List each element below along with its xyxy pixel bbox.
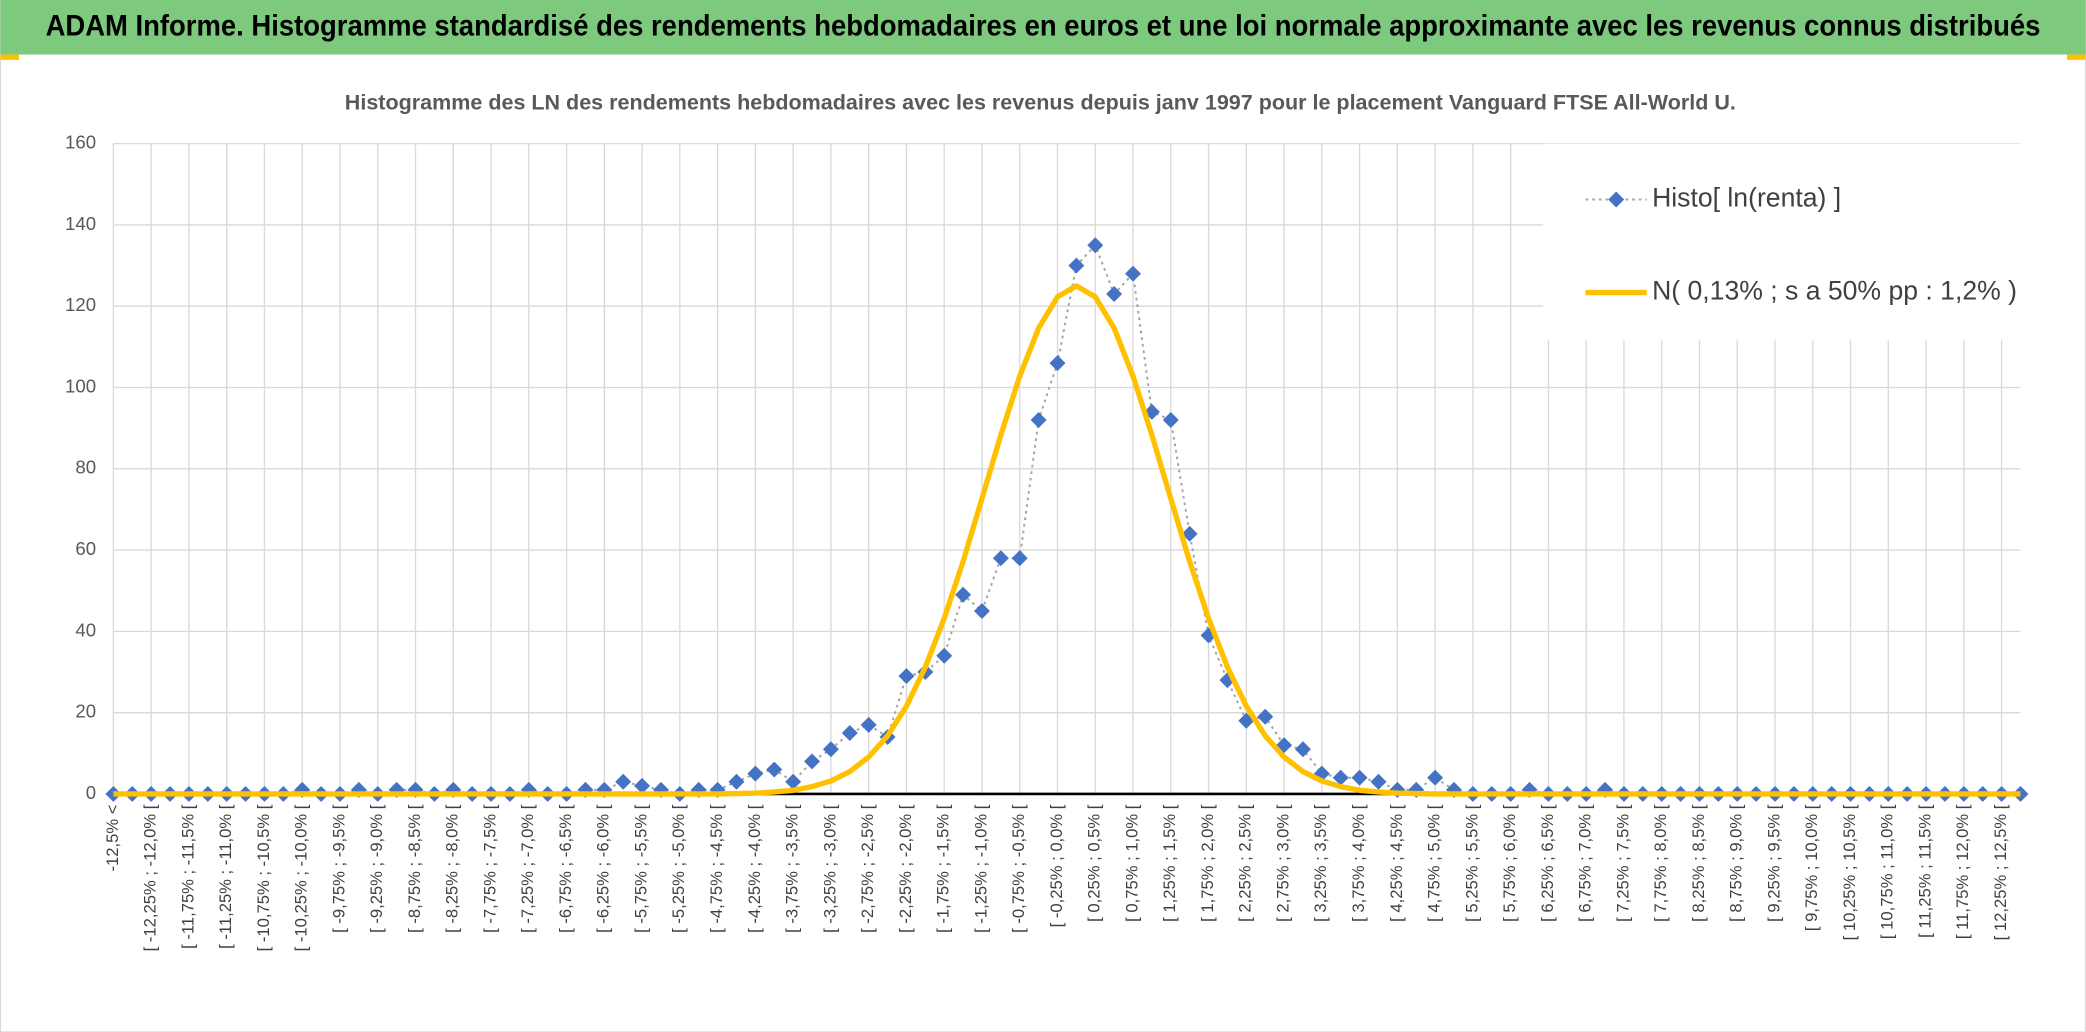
x-tick-label: [ -1,75% ; -1,5% [ <box>934 804 953 933</box>
x-tick-label: [ 3,75% ; 4,0% [ <box>1349 804 1368 922</box>
chart-title: Histogramme des LN des rendements hebdom… <box>345 90 1736 114</box>
data-point <box>804 753 821 770</box>
x-tick-label: [ 9,25% ; 9,5% [ <box>1764 804 1783 922</box>
x-tick-label: [ -4,25% ; -4,0% [ <box>745 804 764 933</box>
x-tick-label: [ -6,25% ; -6,0% [ <box>594 804 613 933</box>
x-tick-label: [ 4,25% ; 4,5% [ <box>1387 804 1406 922</box>
x-tick-label: [ -12,25% ; -12,0% [ <box>141 804 160 951</box>
x-tick-label: [ -8,75% ; -8,5% [ <box>405 804 424 933</box>
x-tick-label: [ -3,75% ; -3,5% [ <box>783 804 802 933</box>
data-point <box>1049 355 1066 372</box>
y-tick-label: 160 <box>65 132 96 153</box>
x-tick-label: [ -2,25% ; -2,0% [ <box>896 804 915 933</box>
x-tick-label: [ 10,25% ; 10,5% [ <box>1840 804 1859 940</box>
x-tick-label: [ 8,75% ; 9,0% [ <box>1727 804 1746 922</box>
x-tick-label: [ 12,25% ; 12,5% [ <box>1991 804 2010 940</box>
data-point <box>1087 237 1104 254</box>
data-point <box>1068 257 1085 274</box>
x-tick-label: [ -10,75% ; -10,5% [ <box>254 804 273 951</box>
data-point <box>1427 769 1444 786</box>
x-tick-label: [ 3,25% ; 3,5% [ <box>1311 804 1330 922</box>
x-tick-label: [ 5,75% ; 6,0% [ <box>1500 804 1519 922</box>
data-point <box>766 761 783 778</box>
data-point <box>615 773 632 790</box>
x-tick-label: [ 4,75% ; 5,0% [ <box>1425 804 1444 922</box>
data-point <box>898 668 915 685</box>
x-tick-label: [ 2,25% ; 2,5% [ <box>1236 804 1255 922</box>
x-tick-label: [ -9,75% ; -9,5% [ <box>329 804 348 933</box>
x-tick-label: [ 6,75% ; 7,0% [ <box>1576 804 1595 922</box>
x-tick-label: [ -4,75% ; -4,5% [ <box>707 804 726 933</box>
data-point <box>1011 550 1028 567</box>
y-tick-label: 120 <box>65 294 96 315</box>
x-tick-label: [ 1,75% ; 2,0% [ <box>1198 804 1217 922</box>
legend-label: N( 0,13% ; s a 50% pp : 1,2% ) <box>1652 276 2017 306</box>
x-tick-label: [ -10,25% ; -10,0% [ <box>292 804 311 951</box>
x-tick-label: [ 7,25% ; 7,5% [ <box>1613 804 1632 922</box>
y-tick-label: 80 <box>75 457 96 478</box>
x-tick-label: [ 11,25% ; 11,5% [ <box>1915 804 1934 938</box>
x-tick-label: [ -11,25% ; -11,0% [ <box>216 804 235 949</box>
data-point <box>1181 525 1198 542</box>
x-tick-label: [ -1,25% ; -1,0% [ <box>971 804 990 933</box>
data-point <box>822 741 839 758</box>
x-tick-label: [ -8,25% ; -8,0% [ <box>443 804 462 933</box>
x-tick-label: [ 7,75% ; 8,0% [ <box>1651 804 1670 922</box>
x-tick-label: [ -5,25% ; -5,0% [ <box>669 804 688 933</box>
corner-accent <box>2067 54 2086 60</box>
x-tick-label: [ 5,25% ; 5,5% [ <box>1462 804 1481 922</box>
x-tick-label: [ 2,75% ; 3,0% [ <box>1273 804 1292 922</box>
x-tick-label: [ 0,25% ; 0,5% [ <box>1085 804 1104 922</box>
y-tick-label: 140 <box>65 213 96 234</box>
x-tick-label: [ -11,75% ; -11,5% [ <box>178 804 197 949</box>
y-tick-label: 20 <box>75 701 96 722</box>
y-tick-label: 60 <box>75 538 96 559</box>
x-tick-label: [ 9,75% ; 10,0% [ <box>1802 804 1821 931</box>
x-tick-label: [ 6,25% ; 6,5% [ <box>1538 804 1557 922</box>
legend-label: Histo[ ln(renta) ] <box>1652 183 1841 213</box>
data-point <box>747 765 764 782</box>
data-point <box>634 777 651 794</box>
x-tick-label: [ -6,75% ; -6,5% [ <box>556 804 575 933</box>
x-tick-label: [ -7,25% ; -7,0% [ <box>518 804 537 933</box>
header-bar <box>0 0 2086 55</box>
data-point <box>992 550 1009 567</box>
data-point <box>955 586 972 603</box>
x-tick-label: [ 10,75% ; 11,0% [ <box>1878 804 1897 939</box>
legend-marker <box>1608 191 1625 208</box>
data-point <box>841 725 858 741</box>
corner-accent <box>0 54 19 60</box>
legend-box <box>1543 143 2022 341</box>
data-point <box>860 716 877 733</box>
x-tick-label: [ 0,75% ; 1,0% [ <box>1122 804 1141 922</box>
x-tick-label: [ -5,75% ; -5,5% [ <box>631 804 650 933</box>
y-tick-label: 0 <box>86 782 96 803</box>
y-tick-label: 40 <box>75 619 96 640</box>
x-tick-label: [ -3,25% ; -3,0% [ <box>820 804 839 933</box>
x-tick-label: [ 1,25% ; 1,5% [ <box>1160 804 1179 922</box>
x-tick-label: [ -2,75% ; -2,5% [ <box>858 804 877 933</box>
x-tick-label: [ -0,75% ; -0,5% [ <box>1009 804 1028 933</box>
data-point <box>728 773 745 790</box>
x-tick-label: [ 11,75% ; 12,0% [ <box>1953 804 1972 939</box>
series-line <box>113 283 2021 797</box>
x-tick-label: [ -9,25% ; -9,0% [ <box>367 804 386 933</box>
data-point <box>973 603 990 620</box>
data-point <box>1257 708 1274 725</box>
x-tick-label: [ -0,25% ; 0,0% [ <box>1047 804 1066 927</box>
data-point <box>785 773 802 790</box>
data-point <box>1125 265 1142 282</box>
x-tick-label: [ 8,25% ; 8,5% [ <box>1689 804 1708 922</box>
y-tick-label: 100 <box>65 375 96 396</box>
x-tick-label: [ -7,75% ; -7,5% [ <box>480 804 499 933</box>
header-title: ADAM Informe. Histogramme standardisé de… <box>46 11 2041 43</box>
data-point <box>1332 769 1349 786</box>
x-tick-label: -12,5% < <box>103 805 122 872</box>
